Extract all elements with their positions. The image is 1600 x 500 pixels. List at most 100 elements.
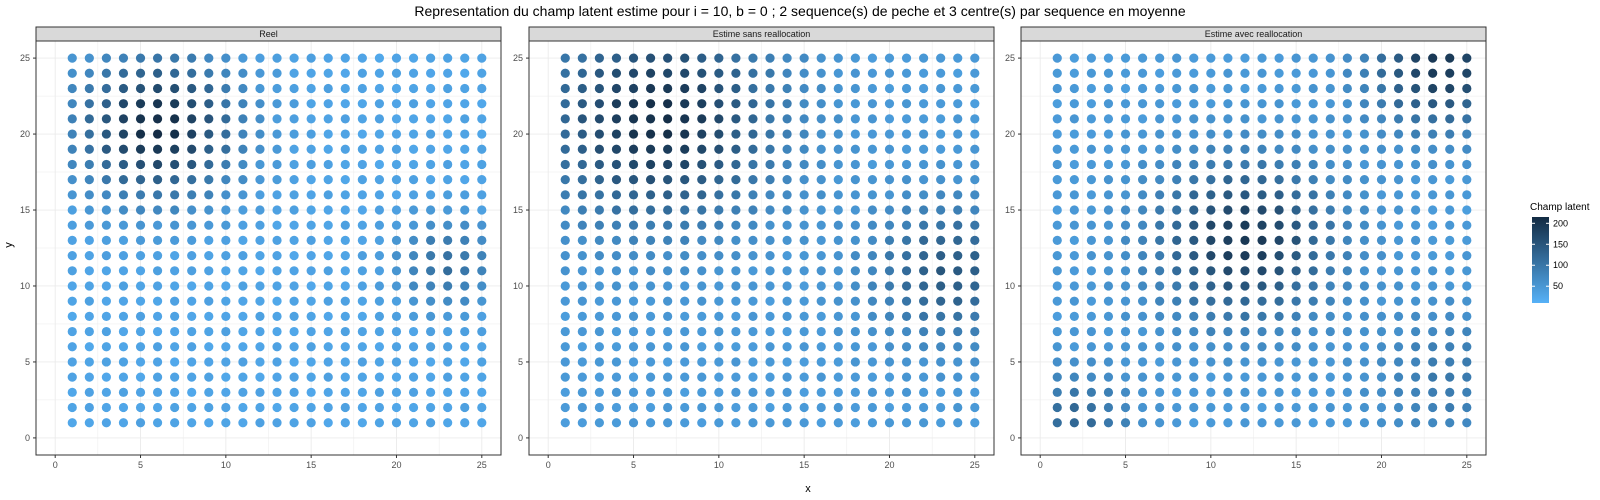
data-point: [1393, 387, 1404, 397]
x-axis-title: x: [805, 483, 811, 495]
data-point: [426, 159, 436, 170]
data-point: [1445, 190, 1455, 200]
x-tick-label: 10: [714, 460, 724, 470]
data-point: [408, 99, 419, 109]
data-point: [1376, 175, 1387, 185]
data-point: [340, 311, 350, 321]
data-point: [1069, 99, 1079, 109]
data-point: [663, 235, 673, 245]
data-point: [628, 311, 639, 321]
data-point: [1359, 144, 1370, 154]
data-point: [953, 281, 963, 291]
data-point: [67, 144, 77, 154]
data-point: [611, 402, 622, 413]
data-point: [1052, 114, 1062, 124]
data-point: [357, 53, 367, 63]
data-point: [1240, 235, 1250, 245]
data-point: [1120, 372, 1131, 382]
data-point: [697, 418, 707, 428]
data-point: [1376, 266, 1387, 276]
data-point: [884, 281, 895, 291]
data-point: [340, 205, 350, 215]
data-point: [67, 190, 77, 200]
data-point: [799, 281, 809, 291]
data-point: [799, 175, 809, 185]
data-point: [731, 296, 741, 306]
data-point: [238, 251, 248, 261]
data-point: [1206, 129, 1216, 139]
data-point: [170, 175, 180, 185]
data-point: [645, 251, 656, 261]
data-point: [901, 281, 912, 291]
data-point: [1462, 372, 1472, 382]
data-point: [1069, 402, 1079, 413]
data-point: [443, 83, 453, 94]
x-tick-label: 25: [477, 460, 487, 470]
data-point: [1172, 372, 1182, 382]
data-point: [67, 68, 77, 78]
data-point: [170, 68, 180, 78]
data-point: [272, 53, 282, 63]
data-point: [936, 251, 946, 261]
data-point: [901, 372, 912, 382]
data-point: [953, 311, 963, 321]
data-point: [577, 99, 587, 109]
panel-border: [528, 40, 995, 456]
data-point: [1172, 159, 1182, 170]
data-point: [680, 83, 690, 94]
data-point: [1291, 326, 1301, 337]
data-point: [118, 281, 129, 291]
data-point: [782, 251, 792, 261]
data-point: [765, 68, 775, 78]
data-point: [238, 205, 248, 215]
data-point: [204, 387, 214, 397]
data-point: [1086, 159, 1096, 170]
data-point: [221, 190, 231, 200]
legend-colorbar: [1532, 217, 1549, 303]
data-point: [477, 129, 487, 139]
data-point: [748, 342, 758, 352]
data-point: [901, 418, 912, 428]
data-point: [970, 418, 980, 428]
data-point: [357, 372, 367, 382]
data-point: [84, 114, 94, 124]
data-point: [255, 68, 265, 78]
data-point: [443, 175, 453, 185]
data-point: [84, 372, 94, 382]
data-point: [919, 53, 929, 63]
data-point: [323, 68, 333, 78]
data-point: [850, 235, 860, 245]
data-point: [953, 326, 963, 337]
data-point: [391, 235, 402, 245]
data-point: [782, 68, 792, 78]
data-point: [1462, 99, 1472, 109]
data-point: [1206, 53, 1216, 63]
data-point: [611, 296, 622, 306]
data-point: [1240, 311, 1250, 321]
data-point: [460, 114, 470, 124]
data-point: [1240, 296, 1250, 306]
data-point: [187, 266, 197, 276]
data-point: [1359, 296, 1370, 306]
data-point: [1325, 129, 1335, 139]
data-point: [1274, 418, 1284, 428]
data-point: [1155, 251, 1165, 261]
data-point: [953, 235, 963, 245]
data-point: [238, 266, 248, 276]
data-point: [1462, 387, 1472, 397]
data-point: [1325, 159, 1335, 170]
data-point: [1189, 175, 1199, 185]
data-point: [1393, 68, 1404, 78]
data-point: [255, 342, 265, 352]
data-point: [663, 251, 673, 261]
data-point: [663, 53, 673, 63]
data-point: [1411, 281, 1421, 291]
data-point: [374, 357, 385, 367]
data-point: [628, 251, 639, 261]
data-point: [901, 53, 912, 63]
data-point: [1325, 68, 1335, 78]
data-point: [970, 296, 980, 306]
data-point: [118, 251, 129, 261]
data-point: [135, 311, 146, 321]
data-point: [765, 296, 775, 306]
